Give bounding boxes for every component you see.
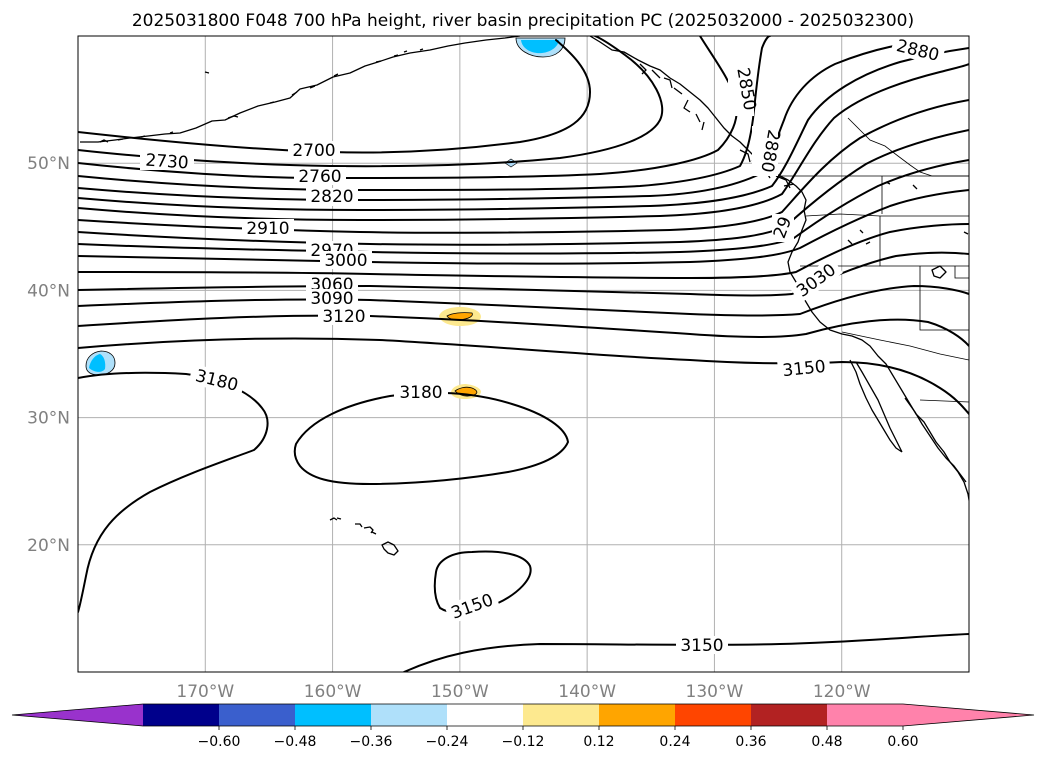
lat-tick-label: 50°N (27, 154, 70, 174)
colorbar-segment (523, 704, 600, 726)
contour-3180-closed (293, 391, 569, 485)
lat-tick-label: 20°N (27, 536, 70, 556)
colorbar-tick-label: 0.24 (659, 734, 690, 750)
contour-3180-west (78, 371, 269, 613)
colorbar-tick-label: −0.60 (198, 734, 241, 750)
height-contours (78, 36, 969, 672)
colorbar: −0.60 −0.48 −0.36 −0.24 −0.12 0.12 0.24 0.36 0.4… (11, 703, 1035, 750)
contour-label: 2820 (310, 187, 353, 207)
map-panel: 2700 2730 2760 2820 2850 2880 2880 2910 … (77, 34, 970, 673)
gulf-of-alaska-negative (515, 37, 566, 58)
contour-3150-north (78, 337, 969, 415)
contour-3150-closed (433, 550, 532, 614)
colorbar-segment (295, 704, 372, 726)
contour-2790 (78, 36, 771, 191)
contour-label: 3120 (322, 307, 365, 327)
map-frame (77, 35, 970, 673)
contour-label: 3150 (782, 357, 827, 381)
colorbar-tick-label: −0.48 (274, 734, 317, 750)
contour-2820 (78, 43, 906, 201)
colorbar-segment (143, 704, 220, 726)
latitude-labels: 20°N 30°N 40°N 50°N (27, 154, 70, 556)
shaded-anomalies (85, 37, 566, 399)
contour-label: 2730 (145, 151, 190, 174)
colorbar-extend-min (12, 704, 143, 726)
contour-2730 (78, 36, 664, 168)
colorbar-segment (447, 704, 524, 726)
lon-tick-label: 120°W (813, 682, 871, 702)
contour-label: 2910 (246, 219, 289, 239)
contour-label: 3180 (399, 383, 442, 403)
hawaii-islands (329, 517, 399, 556)
contour-label: 3000 (324, 251, 367, 271)
contour-3000 (78, 189, 969, 265)
alaska-islands (99, 48, 424, 143)
colorbar-tick-label: 0.12 (583, 734, 614, 750)
colorbar-tick-label: 0.60 (887, 734, 918, 750)
longitude-labels: 170°W 160°W 150°W 140°W 130°W 120°W (176, 682, 870, 702)
map-title: 2025031800 F048 700 hPa height, river ba… (132, 11, 914, 31)
contour-2970 (78, 159, 969, 255)
contour-3150-south (403, 633, 969, 672)
colorbar-tick-label: 0.36 (735, 734, 766, 750)
colorbar-segment (675, 704, 752, 726)
colorbar-extend-max (903, 704, 1034, 726)
lat-tick-label: 40°N (27, 281, 70, 301)
colorbar-segment (599, 704, 676, 726)
colorbar-tick-label: 0.48 (811, 734, 842, 750)
colorbar-tick-label: −0.24 (426, 734, 469, 750)
contour-label: 2700 (292, 141, 335, 161)
dateline-negative (85, 350, 116, 376)
baja-california (849, 359, 903, 453)
lon-tick-label: 160°W (304, 682, 362, 702)
contour-label: 3150 (680, 636, 723, 656)
lon-tick-label: 140°W (558, 682, 616, 702)
contour-3030 (78, 223, 969, 279)
lon-tick-label: 150°W (431, 682, 489, 702)
contour-2940 (78, 129, 969, 246)
colorbar-outline (11, 703, 1035, 727)
contour-3090 (78, 285, 969, 317)
gulf-coast-mexico (904, 397, 967, 483)
sierra-lakes (847, 181, 969, 279)
colorbar-tick-label: −0.12 (502, 734, 545, 750)
lon-tick-label: 130°W (686, 682, 744, 702)
map-background (78, 36, 969, 672)
colorbar-segment (827, 704, 904, 726)
contour-label: 3090 (310, 289, 353, 309)
colorbar-segment (751, 704, 828, 726)
colorbar-segment (219, 704, 296, 726)
contour-3120 (78, 314, 969, 347)
lat-tick-label: 30°N (27, 409, 70, 429)
lon-tick-label: 170°W (176, 682, 234, 702)
contour-2880 (78, 63, 969, 221)
contour-3060 (78, 251, 969, 297)
colorbar-tick-label: −0.36 (350, 734, 393, 750)
contour-2850 (78, 47, 969, 211)
contour-label: 2760 (298, 167, 341, 187)
coastlines (80, 36, 969, 556)
colorbar-segment (371, 704, 448, 726)
contour-2700 (78, 39, 591, 154)
